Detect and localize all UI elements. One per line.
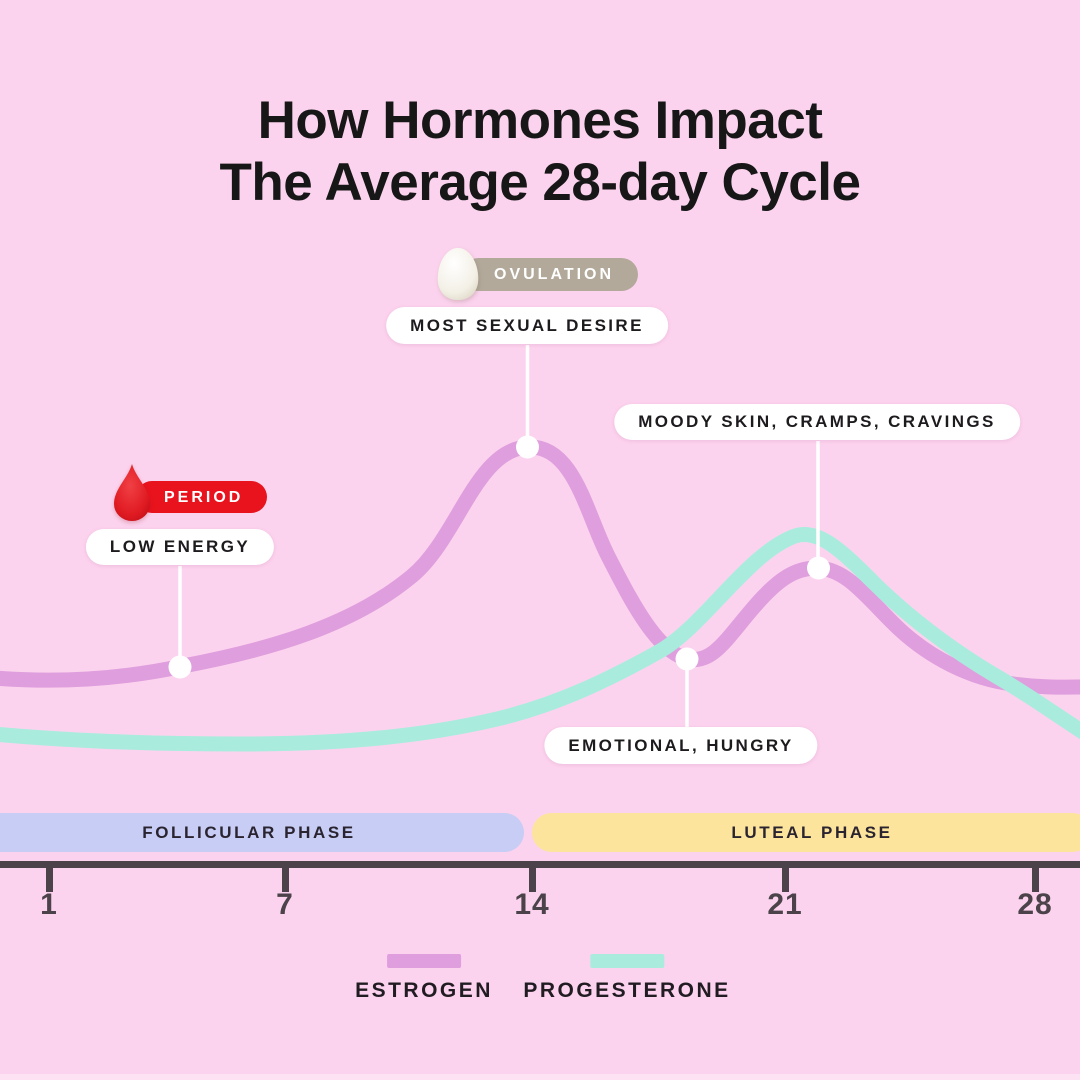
most-sexual-desire-label: MOST SEXUAL DESIRE [386, 307, 668, 344]
ovulation-peak-marker [516, 435, 539, 459]
axis-tick [281, 868, 289, 892]
progesterone-legend-label: PROGESTERONE [523, 979, 731, 1002]
progesterone-swatch [590, 954, 664, 968]
axis-tick [1031, 868, 1039, 892]
estrogen-curve [0, 439, 1080, 695]
axis-tick-label-day14: 14 [514, 888, 550, 921]
axis-tick-label-day1: 1 [40, 888, 58, 921]
page-title-line2: The Average 28-day Cycle [219, 153, 861, 212]
axis-tick-label-day28: 28 [1017, 888, 1053, 921]
egg-icon [437, 247, 479, 301]
follicular-phase-bar: FOLLICULAR PHASE [0, 813, 524, 852]
period-badge: PERIOD [136, 481, 268, 513]
legend-item-estrogen: ESTROGEN [355, 954, 493, 1003]
ovulation-badge: OVULATION [462, 258, 639, 291]
progesterone-curve [0, 527, 1080, 752]
axis-tick-label-day21: 21 [767, 888, 803, 921]
luteal-phase-label: LUTEAL PHASE [731, 822, 893, 842]
legend-item-progesterone: PROGESTERONE [523, 954, 730, 1003]
estrogen-swatch [386, 954, 461, 968]
page-title-line1: How Hormones Impact [257, 91, 823, 150]
emotional-trough-marker [675, 647, 699, 671]
axis-tick [45, 868, 53, 892]
axis-tick-label-day7: 7 [276, 888, 294, 921]
moody-peak-marker [807, 556, 830, 580]
blood-drop-icon [114, 464, 150, 521]
x-axis-line [0, 861, 1080, 868]
axis-tick [528, 868, 536, 892]
emotional-label: EMOTIONAL, HUNGRY [544, 727, 818, 764]
luteal-phase-bar: LUTEAL PHASE [532, 813, 1080, 852]
period-day-marker [168, 655, 192, 679]
estrogen-legend-label: ESTROGEN [355, 979, 493, 1002]
axis-tick [781, 868, 789, 892]
page-title: How Hormones Impact The Average 28-day C… [0, 90, 1080, 214]
low-energy-label: LOW ENERGY [85, 529, 275, 565]
follicular-phase-label: FOLLICULAR PHASE [142, 822, 356, 842]
bottom-edge-strip [0, 1074, 1080, 1080]
moody-label: MOODY SKIN, CRAMPS, CRAVINGS [614, 404, 1020, 440]
